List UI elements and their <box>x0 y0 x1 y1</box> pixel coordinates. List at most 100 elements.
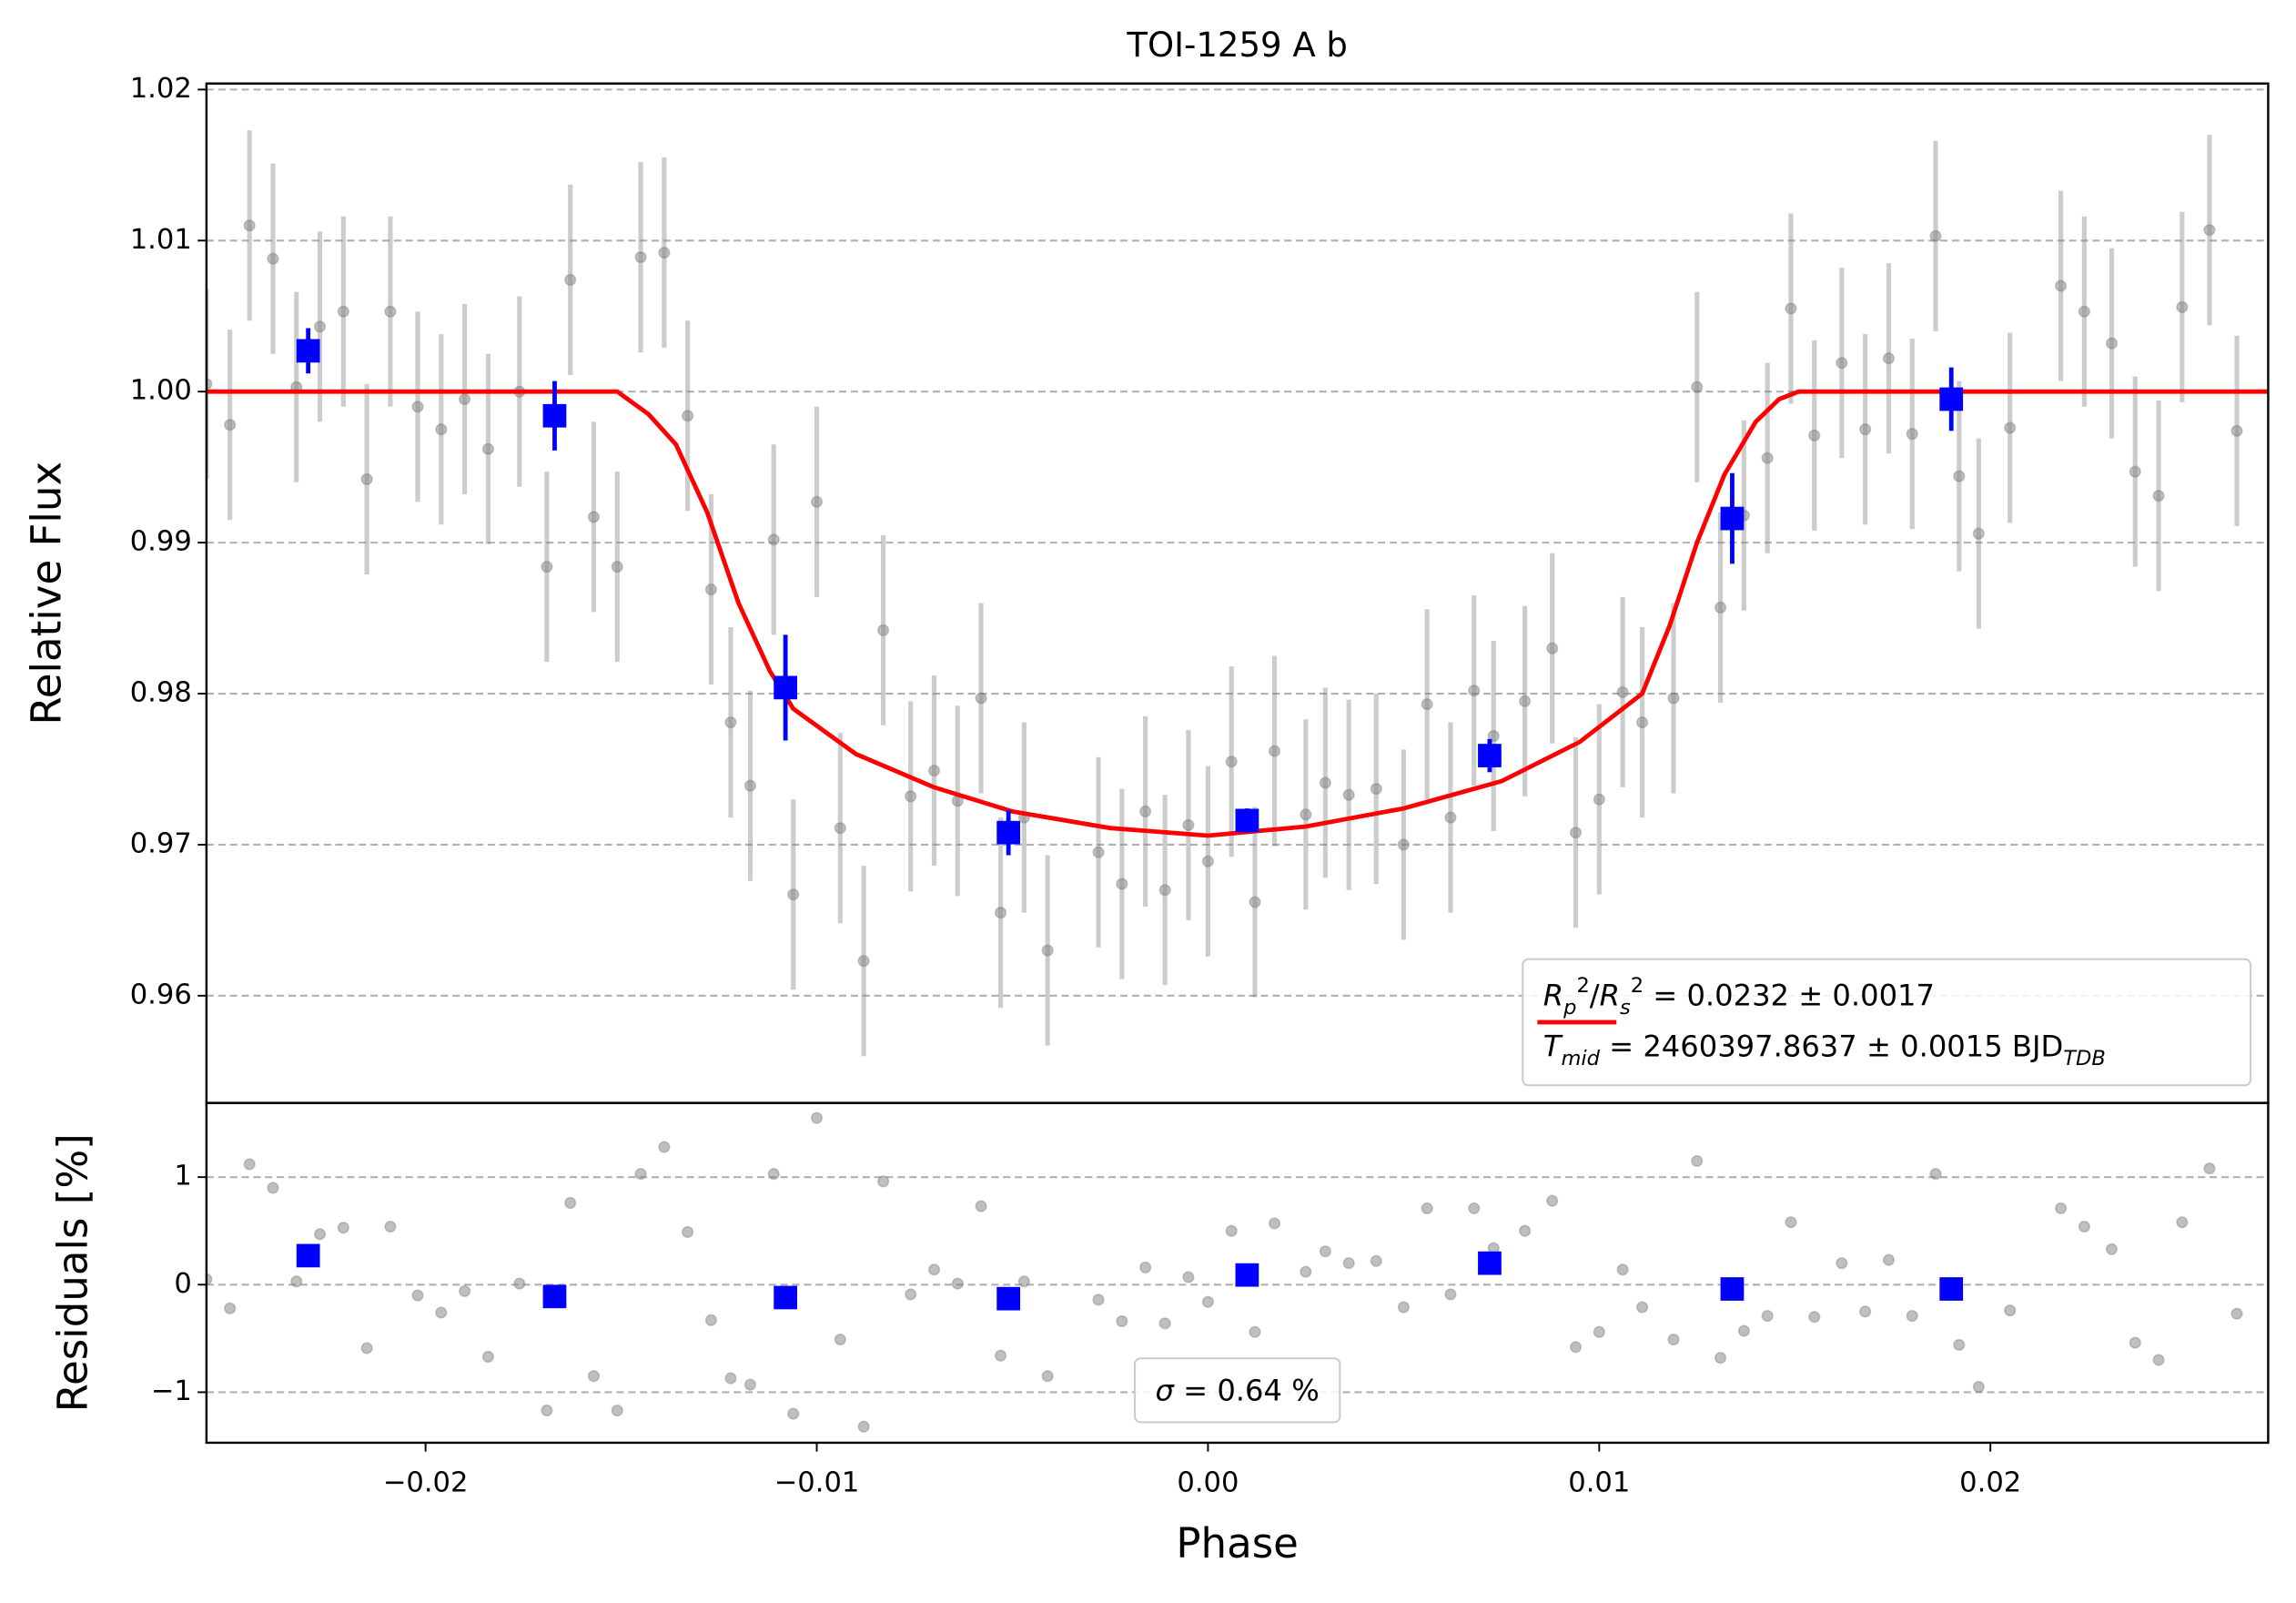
binned-point <box>1939 1277 1964 1301</box>
data-point <box>834 822 846 835</box>
x-axis-label: Phase <box>1176 1519 1299 1567</box>
legend-label-part: 2 <box>1576 974 1589 998</box>
data-point <box>564 273 577 287</box>
data-point <box>1182 818 1195 831</box>
data-point <box>1201 855 1215 867</box>
data-point <box>1300 808 1312 821</box>
y-tick-label: 0.99 <box>130 526 192 558</box>
data-point <box>1116 878 1128 890</box>
data-point <box>2078 305 2090 318</box>
data-point <box>704 583 718 596</box>
legend-text: σ = 0.64 % <box>1156 1373 1320 1407</box>
binned-point <box>296 1243 320 1268</box>
data-point <box>634 250 647 264</box>
data-point <box>1249 896 1261 908</box>
legend-label-part: R <box>1600 978 1620 1012</box>
data-point <box>1667 1333 1680 1346</box>
data-point <box>1882 352 1896 365</box>
data-point <box>1635 1301 1649 1314</box>
y-axis-label: Relative Flux <box>23 462 71 725</box>
data-point <box>1139 805 1152 818</box>
data-point <box>810 1111 824 1124</box>
data-point <box>267 1182 279 1194</box>
data-point <box>1468 1202 1481 1215</box>
data-point <box>1468 685 1481 697</box>
data-point <box>611 561 623 573</box>
data-point <box>1972 527 1985 540</box>
legend-label-part: p <box>1563 996 1576 1020</box>
data-point <box>1929 229 1942 242</box>
data-point <box>1268 745 1281 757</box>
legend-label-part: R <box>1543 978 1563 1012</box>
data-point <box>2203 224 2216 237</box>
data-point <box>634 1168 647 1181</box>
binned-point <box>542 1284 567 1309</box>
data-point <box>1808 1311 1821 1324</box>
data-point <box>290 1275 303 1288</box>
binned-point <box>774 675 797 700</box>
data-point <box>2176 1216 2189 1229</box>
binned-point <box>996 820 1021 845</box>
binned-point <box>774 1285 797 1310</box>
y-tick-label: −1 <box>151 1375 192 1407</box>
data-point <box>2054 1202 2068 1215</box>
data-point <box>1041 944 1054 957</box>
data-point <box>1906 428 1918 441</box>
data-point <box>267 252 279 265</box>
data-point <box>1249 1325 1261 1338</box>
data-point <box>743 779 757 792</box>
data-point <box>682 1225 694 1239</box>
data-point <box>1397 1301 1410 1314</box>
legend-box <box>1133 1357 1341 1424</box>
data-point <box>810 495 824 508</box>
data-point <box>1616 685 1629 698</box>
data-point <box>1444 1288 1457 1301</box>
data-point <box>206 1273 213 1285</box>
binned-point <box>1235 1263 1259 1287</box>
binned-point <box>1939 387 1964 411</box>
data-point <box>1593 793 1605 806</box>
data-point <box>2054 279 2068 292</box>
data-point <box>513 1277 526 1290</box>
plot-area <box>206 130 2269 1057</box>
data-point <box>360 472 373 486</box>
legend-label: σ = 0.64 % <box>1156 1373 1320 1407</box>
data-point <box>481 442 494 455</box>
data-point <box>2004 421 2017 434</box>
y-axis-label: Residuals [%] <box>49 1133 97 1412</box>
data-point <box>1319 1245 1331 1258</box>
data-point <box>975 1200 987 1212</box>
data-point <box>876 1175 890 1188</box>
data-point <box>834 1333 846 1346</box>
x-tick-label: −0.02 <box>383 1466 469 1498</box>
data-point <box>1319 776 1331 789</box>
data-point <box>1972 1380 1985 1394</box>
data-point <box>1519 695 1532 707</box>
data-point <box>1201 1295 1215 1308</box>
data-point <box>1882 1253 1896 1266</box>
data-point <box>1953 1338 1966 1352</box>
data-point <box>1635 715 1649 729</box>
data-point <box>1761 1309 1774 1323</box>
data-point <box>1487 729 1500 743</box>
data-point <box>704 1314 718 1326</box>
legend-label: Tmid = 2460397.8637 ± 0.0015 BJDTDB <box>1543 1030 2106 1071</box>
data-point <box>1342 1257 1355 1270</box>
data-point <box>206 378 213 391</box>
data-point <box>1158 1317 1171 1330</box>
data-point <box>1519 1224 1532 1237</box>
data-point <box>927 1263 941 1276</box>
legend: σ = 0.64 % <box>1133 1357 1341 1424</box>
legend-label-part: = 0.64 % <box>1174 1373 1320 1407</box>
data-point <box>243 1158 256 1171</box>
data-point <box>876 624 890 636</box>
data-point <box>435 423 448 436</box>
data-point <box>1444 811 1457 824</box>
data-point <box>243 219 256 232</box>
data-point <box>1370 782 1382 796</box>
axes-frame <box>205 1101 2270 1445</box>
data-point <box>905 790 917 803</box>
data-point <box>1569 1341 1583 1354</box>
data-point <box>1225 756 1238 768</box>
